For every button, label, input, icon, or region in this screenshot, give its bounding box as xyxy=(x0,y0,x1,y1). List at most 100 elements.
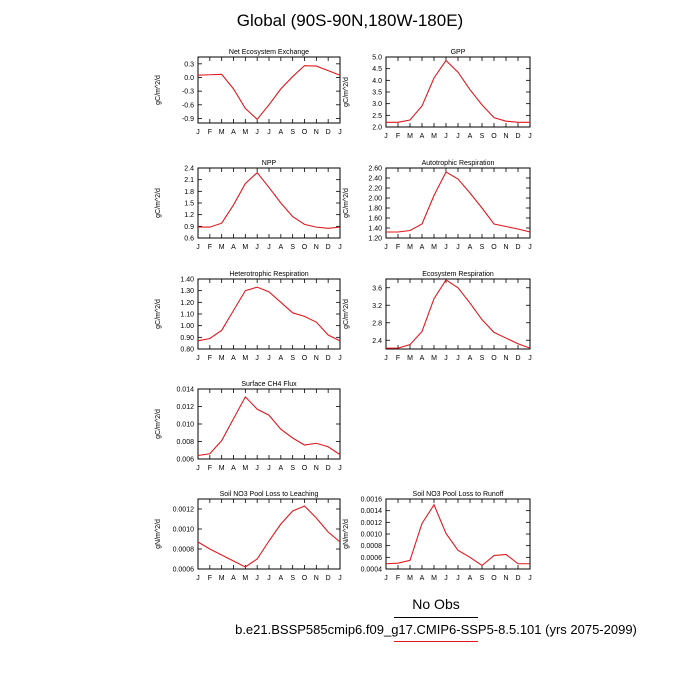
x-tick-label: S xyxy=(480,133,485,140)
x-tick-label: A xyxy=(231,244,236,251)
panel-title: Heterotrophic Respiration xyxy=(229,271,308,278)
x-tick-label: J xyxy=(444,575,448,582)
x-tick-label: J xyxy=(528,575,532,582)
x-tick-label: S xyxy=(290,244,295,251)
x-tick-label: S xyxy=(290,129,295,136)
x-tick-label: J xyxy=(528,355,532,362)
plot-area: Net Ecosystem Exchange 0.3 0.0 -0.3 -0.6 -0.9… xyxy=(155,49,342,136)
y-tick-label: 0.0012 xyxy=(173,507,195,514)
chart-panel-3: Autotrophic Respiration 1.20 1.40 1.60 1.80 2… xyxy=(343,160,532,251)
x-tick-label: A xyxy=(420,575,425,582)
y-tick-label: 1.2 xyxy=(184,212,194,219)
x-tick-label: D xyxy=(515,133,520,140)
x-tick-label: D xyxy=(326,575,331,582)
y-tick-label: 3.5 xyxy=(372,90,382,97)
x-tick-label: J xyxy=(338,129,342,136)
x-tick-label: M xyxy=(219,465,225,472)
figure-title: Global (90S-90N,180W-180E) xyxy=(236,11,464,30)
y-tick-label: 4.0 xyxy=(372,78,382,85)
x-tick-label: J xyxy=(338,575,342,582)
x-tick-label: J xyxy=(338,244,342,251)
x-tick-label: N xyxy=(314,355,319,362)
plot-area: Heterotrophic Respiration 0.80 0.90 1.00 1.1… xyxy=(155,271,342,362)
y-tick-label: 2.40 xyxy=(368,176,382,183)
x-tick-label: S xyxy=(290,465,295,472)
x-tick-label: M xyxy=(407,244,413,251)
y-tick-label: 1.00 xyxy=(180,323,194,330)
legend-obs-label: No Obs xyxy=(412,596,460,612)
y-tick-label: 2.5 xyxy=(372,113,382,120)
x-tick-label: N xyxy=(314,465,319,472)
x-tick-label: M xyxy=(219,355,225,362)
x-tick-label: J xyxy=(255,575,258,582)
y-tick-label: 1.10 xyxy=(180,312,194,319)
y-axis-label: gC/m^2/d xyxy=(155,409,162,439)
x-tick-label: S xyxy=(480,244,485,251)
y-tick-label: 1.40 xyxy=(180,277,194,284)
x-tick-label: A xyxy=(468,355,473,362)
x-tick-label: J xyxy=(196,129,200,136)
x-tick-label: O xyxy=(302,129,308,136)
x-tick-label: S xyxy=(480,355,485,362)
x-tick-label: M xyxy=(219,244,225,251)
x-tick-label: O xyxy=(491,133,497,140)
x-tick-label: N xyxy=(503,355,508,362)
plot-frame xyxy=(385,56,531,128)
plot-frame xyxy=(385,498,531,570)
x-tick-label: J xyxy=(444,244,448,251)
y-axis-label: gN/m^2/d xyxy=(343,519,350,549)
x-tick-label: N xyxy=(503,575,508,582)
x-tick-label: A xyxy=(278,355,283,362)
y-tick-label: 0.9 xyxy=(184,224,194,231)
y-axis-label: gC/m^2/d xyxy=(343,299,350,329)
y-tick-label: 2.4 xyxy=(372,338,382,345)
x-tick-label: J xyxy=(338,465,342,472)
x-tick-label: M xyxy=(242,355,248,362)
y-tick-label: 3.0 xyxy=(372,101,382,108)
x-tick-label: A xyxy=(231,575,236,582)
x-tick-label: S xyxy=(480,575,485,582)
x-tick-label: N xyxy=(314,575,319,582)
plot-frame xyxy=(197,388,341,460)
x-tick-label: M xyxy=(407,133,413,140)
series-line xyxy=(386,171,531,233)
series-line xyxy=(197,505,341,568)
x-tick-label: J xyxy=(456,355,460,362)
y-axis-label: gN/m^2/d xyxy=(155,519,162,549)
y-tick-label: 1.20 xyxy=(368,236,382,243)
y-tick-label: 3.6 xyxy=(372,285,382,292)
y-axis-label: gC/m^2/d xyxy=(155,75,162,105)
x-tick-label: A xyxy=(231,355,236,362)
panel-title: NPP xyxy=(262,160,277,167)
x-tick-label: J xyxy=(267,129,271,136)
x-tick-label: J xyxy=(528,244,532,251)
legend-case-label: b.e21.BSSP585cmip6.f09_g17.CMIP6-SSP5-8.… xyxy=(235,622,637,637)
x-tick-label: J xyxy=(384,133,388,140)
chart-panel-5: Ecosystem Respiration 2.4 2.8 3.2 3.6 gC/m^2/… xyxy=(343,271,532,362)
x-tick-label: A xyxy=(468,244,473,251)
x-tick-label: J xyxy=(255,244,258,251)
panel-title: Surface CH4 Flux xyxy=(241,381,297,388)
x-tick-label: J xyxy=(384,575,388,582)
chart-panel-6: Surface CH4 Flux 0.006 0.008 0.010 0.012 0.01… xyxy=(155,381,342,472)
x-tick-label: M xyxy=(431,355,437,362)
panel-title: Soil NO3 Pool Loss to Leaching xyxy=(220,491,319,498)
x-tick-label: J xyxy=(528,133,532,140)
y-tick-label: 0.014 xyxy=(176,387,194,394)
y-tick-label: 2.20 xyxy=(368,186,382,193)
x-tick-label: M xyxy=(242,129,248,136)
x-tick-label: A xyxy=(278,129,283,136)
x-tick-label: J xyxy=(456,244,460,251)
x-tick-label: M xyxy=(242,244,248,251)
x-tick-label: D xyxy=(326,465,331,472)
x-tick-label: F xyxy=(396,133,400,140)
x-tick-label: A xyxy=(278,575,283,582)
x-tick-label: A xyxy=(420,133,425,140)
x-tick-label: O xyxy=(302,355,308,362)
y-tick-label: 0.012 xyxy=(176,404,194,411)
series-line xyxy=(197,395,341,457)
y-tick-label: 0.0010 xyxy=(173,527,195,534)
x-tick-label: M xyxy=(242,465,248,472)
